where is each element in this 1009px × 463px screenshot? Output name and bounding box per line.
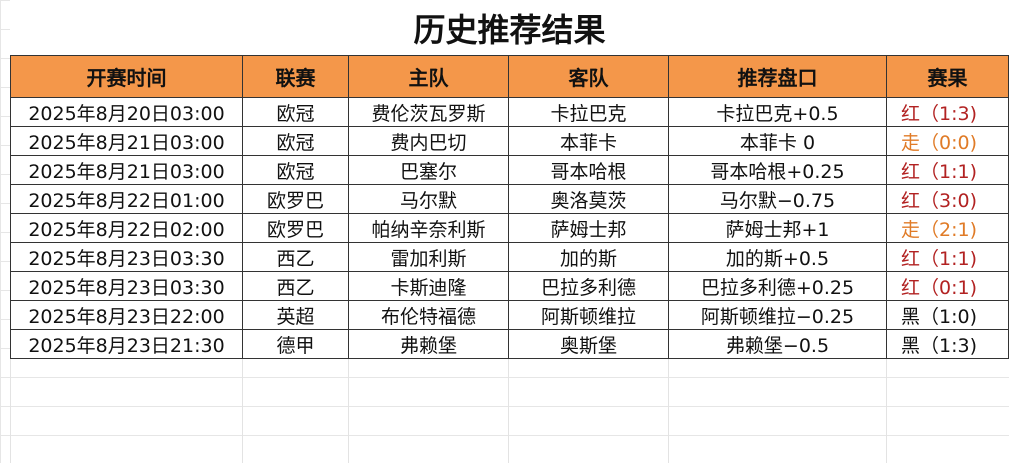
results-table: 开赛时间 联赛 主队 客队 推荐盘口 赛果 2025年8月20日03:00 欧冠 费伦茨瓦罗斯…: [10, 55, 1009, 359]
sheet-title[interactable]: 历史推荐结果: [10, 0, 1009, 55]
cell-result[interactable]: 红（0:1): [886, 271, 1009, 301]
cell-time[interactable]: 2025年8月21日03:00: [10, 155, 243, 185]
table-row: 2025年8月23日03:30 西乙 雷加利斯 加的斯 加的斯+0.5 红（1:1): [10, 242, 1009, 272]
header-col-result[interactable]: 赛果: [886, 55, 1009, 98]
cell-time[interactable]: 2025年8月23日03:30: [10, 242, 243, 272]
table-row: 2025年8月21日03:00 欧冠 巴塞尔 哥本哈根 哥本哈根+0.25 红（1:1): [10, 155, 1009, 185]
cell-time[interactable]: 2025年8月22日02:00: [10, 213, 243, 243]
header-row: 开赛时间 联赛 主队 客队 推荐盘口 赛果: [10, 55, 1009, 98]
cell-league[interactable]: 西乙: [242, 242, 349, 272]
cell-away[interactable]: 加的斯: [508, 242, 669, 272]
cell-time[interactable]: 2025年8月23日03:30: [10, 271, 243, 301]
cell-league[interactable]: 英超: [242, 300, 349, 330]
cell-home[interactable]: 卡斯迪隆: [348, 271, 509, 301]
table-row: 2025年8月23日21:30 德甲 弗赖堡 奥斯堡 弗赖堡−0.5 黑（1:3): [10, 329, 1009, 359]
header-col-time[interactable]: 开赛时间: [10, 55, 243, 98]
cell-home[interactable]: 雷加利斯: [348, 242, 509, 272]
cell-league[interactable]: 欧冠: [242, 97, 349, 127]
cell-away[interactable]: 奥斯堡: [508, 329, 669, 359]
cell-home[interactable]: 帕纳辛奈利斯: [348, 213, 509, 243]
cell-result[interactable]: 红（3:0): [886, 184, 1009, 214]
table-row: 2025年8月23日03:30 西乙 卡斯迪隆 巴拉多利德 巴拉多利德+0.25 红（0:…: [10, 271, 1009, 301]
cell-away[interactable]: 巴拉多利德: [508, 271, 669, 301]
header-col-away[interactable]: 客队: [508, 55, 669, 98]
cell-league[interactable]: 德甲: [242, 329, 349, 359]
table-row: 2025年8月23日22:00 英超 布伦特福德 阿斯顿维拉 阿斯顿维拉−0.25 黑（1…: [10, 300, 1009, 330]
cell-league[interactable]: 欧罗巴: [242, 213, 349, 243]
cell-result[interactable]: 红（1:3): [886, 97, 1009, 127]
cell-pick[interactable]: 阿斯顿维拉−0.25: [668, 300, 887, 330]
cell-time[interactable]: 2025年8月22日01:00: [10, 184, 243, 214]
cell-pick[interactable]: 萨姆士邦+1: [668, 213, 887, 243]
cell-result[interactable]: 红（1:1): [886, 242, 1009, 272]
cell-pick[interactable]: 卡拉巴克+0.5: [668, 97, 887, 127]
table-row: 2025年8月22日02:00 欧罗巴 帕纳辛奈利斯 萨姆士邦 萨姆士邦+1 走（2:1): [10, 213, 1009, 243]
cell-pick[interactable]: 加的斯+0.5: [668, 242, 887, 272]
header-col-pick[interactable]: 推荐盘口: [668, 55, 887, 98]
cell-home[interactable]: 费伦茨瓦罗斯: [348, 97, 509, 127]
cell-pick[interactable]: 马尔默−0.75: [668, 184, 887, 214]
cell-time[interactable]: 2025年8月23日21:30: [10, 329, 243, 359]
cell-time[interactable]: 2025年8月20日03:00: [10, 97, 243, 127]
cell-away[interactable]: 卡拉巴克: [508, 97, 669, 127]
cell-pick[interactable]: 巴拉多利德+0.25: [668, 271, 887, 301]
header-col-league[interactable]: 联赛: [242, 55, 349, 98]
cell-home[interactable]: 巴塞尔: [348, 155, 509, 185]
cell-home[interactable]: 马尔默: [348, 184, 509, 214]
header-col-home[interactable]: 主队: [348, 55, 509, 98]
table-row: 2025年8月21日03:00 欧冠 费内巴切 本菲卡 本菲卡 0 走（0:0): [10, 126, 1009, 156]
cell-pick[interactable]: 哥本哈根+0.25: [668, 155, 887, 185]
cell-league[interactable]: 欧罗巴: [242, 184, 349, 214]
cell-pick[interactable]: 本菲卡 0: [668, 126, 887, 156]
cell-time[interactable]: 2025年8月23日22:00: [10, 300, 243, 330]
cell-league[interactable]: 西乙: [242, 271, 349, 301]
cell-away[interactable]: 萨姆士邦: [508, 213, 669, 243]
cell-home[interactable]: 费内巴切: [348, 126, 509, 156]
cell-away[interactable]: 哥本哈根: [508, 155, 669, 185]
cell-away[interactable]: 奥洛莫茨: [508, 184, 669, 214]
cell-time[interactable]: 2025年8月21日03:00: [10, 126, 243, 156]
cell-league[interactable]: 欧冠: [242, 126, 349, 156]
cell-league[interactable]: 欧冠: [242, 155, 349, 185]
cell-pick[interactable]: 弗赖堡−0.5: [668, 329, 887, 359]
cell-result[interactable]: 走（2:1): [886, 213, 1009, 243]
cell-result[interactable]: 红（1:1): [886, 155, 1009, 185]
cell-home[interactable]: 布伦特福德: [348, 300, 509, 330]
cell-home[interactable]: 弗赖堡: [348, 329, 509, 359]
cell-away[interactable]: 阿斯顿维拉: [508, 300, 669, 330]
table-row: 2025年8月20日03:00 欧冠 费伦茨瓦罗斯 卡拉巴克 卡拉巴克+0.5 红（1:3…: [10, 97, 1009, 127]
table-row: 2025年8月22日01:00 欧罗巴 马尔默 奥洛莫茨 马尔默−0.75 红（3:0): [10, 184, 1009, 214]
cell-result[interactable]: 走（0:0): [886, 126, 1009, 156]
cell-result[interactable]: 黑（1:3): [886, 329, 1009, 359]
cell-away[interactable]: 本菲卡: [508, 126, 669, 156]
cell-result[interactable]: 黑（1:0): [886, 300, 1009, 330]
